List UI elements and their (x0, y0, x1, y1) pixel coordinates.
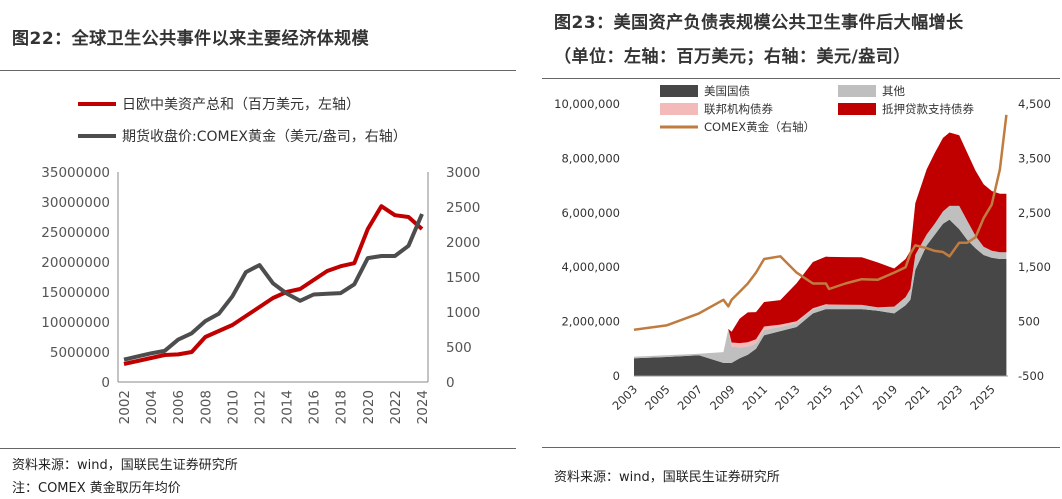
legend-swatch (660, 85, 698, 97)
x-tick-label: 2011 (740, 382, 771, 413)
left-y-tick-label: 15000000 (41, 285, 110, 301)
legend-label: COMEX黄金（右轴） (704, 120, 815, 134)
left-y-tick-label: 6,000,000 (561, 206, 620, 220)
x-tick-label: 2023 (935, 382, 966, 413)
left-y-tick-label: 35000000 (41, 165, 110, 181)
x-tick-label: 2013 (772, 382, 803, 413)
right-figure-title-line1: 图23：美国资产负债表规模公共卫生事件后大幅增长 (554, 13, 964, 33)
x-tick-label: 2003 (610, 382, 641, 413)
left-y-tick-label: 4,000,000 (561, 260, 620, 274)
right-figure-title-line2: （单位：左轴：百万美元；右轴：美元/盎司） (554, 47, 911, 67)
left-y-tick-label: 2,000,000 (561, 315, 620, 329)
x-tick-label: 2004 (144, 390, 160, 424)
x-tick-label: 2016 (307, 390, 323, 424)
right-title-rule (542, 78, 1060, 79)
left-y-tick-label: 10,000,000 (554, 97, 620, 111)
x-tick-label: 2019 (870, 382, 901, 413)
x-tick-label: 2012 (252, 390, 268, 424)
x-tick-label: 2025 (967, 382, 998, 413)
x-tick-label: 2018 (334, 390, 350, 424)
legend-swatch (838, 85, 876, 97)
legend-label: 日欧中美资产总和（百万美元，左轴） (122, 97, 360, 113)
x-tick-label: 2021 (902, 382, 933, 413)
right-y-tick-label: 2500 (446, 200, 480, 216)
x-tick-label: 2008 (198, 390, 214, 424)
left-figure-panel: 图22：全球卫生公共事件以来主要经济体规模 0 5000000 10000000 15… (0, 0, 520, 499)
left-y-tick-label: 8,000,000 (561, 151, 620, 165)
comex-gold-line (123, 213, 424, 362)
x-tick-label: 2020 (361, 390, 377, 424)
right-y-tick-label: 2,500 (1018, 206, 1051, 220)
left-figure-title: 图22：全球卫生公共事件以来主要经济体规模 (12, 29, 370, 49)
legend-label: 联邦机构债券 (704, 102, 773, 116)
left-y-tick-label: 20000000 (41, 255, 110, 271)
x-tick-label: 2005 (642, 382, 673, 413)
right-source-rule (542, 447, 1060, 448)
left-y-tick-label: 25000000 (41, 225, 110, 241)
left-y-tick-label: 5000000 (50, 345, 110, 361)
left-title-rule (0, 70, 516, 71)
right-y-tick-label: 500 (446, 340, 472, 356)
x-tick-label: 2024 (415, 390, 431, 424)
left-source-rule (0, 448, 516, 449)
x-tick-label: 2010 (225, 390, 241, 424)
right-y-tick-label: 1500 (446, 270, 480, 286)
right-y-tick-label: 0 (446, 375, 455, 391)
legend-swatch (660, 103, 698, 115)
x-tick-label: 2022 (388, 390, 404, 424)
comex-gold-line (633, 114, 1008, 332)
right-y-tick-label: 1,500 (1018, 260, 1051, 274)
left-y-tick-label: 0 (613, 369, 620, 383)
left-source-text: 资料来源：wind，国联民生证券研究所 (12, 458, 238, 473)
right-figure-panel: 图23：美国资产负债表规模公共卫生事件后大幅增长 （单位：左轴：百万美元；右轴：… (542, 0, 1062, 499)
right-source-text: 资料来源：wind，国联民生证券研究所 (554, 470, 780, 485)
x-tick-label: 2014 (280, 390, 296, 424)
legend-swatch (838, 103, 876, 115)
legend-label: 抵押贷款支持债券 (882, 102, 974, 116)
legend-label: 美国国债 (704, 84, 750, 98)
x-tick-label: 2002 (117, 390, 133, 424)
x-tick-label: 2015 (805, 382, 836, 413)
right-chart: 0 2,000,000 4,000,000 6,000,000 8,000,000 10,… (554, 84, 1051, 413)
left-y-tick-label: 30000000 (41, 195, 110, 211)
right-y-tick-label: 500 (1018, 315, 1040, 329)
left-note-text: 注：COMEX 黄金取历年均价 (12, 481, 181, 496)
x-tick-label: 2007 (675, 382, 706, 413)
left-y-tick-label: 0 (101, 375, 110, 391)
right-y-tick-label: 1000 (446, 305, 480, 321)
right-y-tick-label: 3,500 (1018, 151, 1051, 165)
legend-label: 其他 (882, 84, 905, 98)
left-chart: 0 5000000 10000000 15000000 20000000 25000000… (41, 97, 480, 424)
left-y-tick-label: 10000000 (41, 315, 110, 331)
assets-total-line (123, 204, 424, 366)
right-y-tick-label: 4,500 (1018, 97, 1051, 111)
right-y-tick-label: 2000 (446, 235, 480, 251)
x-tick-label: 2009 (707, 382, 738, 413)
treasury-area (634, 219, 1007, 376)
right-y-tick-label: 3000 (446, 165, 480, 181)
right-y-tick-label: -500 (1018, 369, 1044, 383)
x-tick-label: 2006 (171, 390, 187, 424)
x-tick-label: 2017 (837, 382, 868, 413)
legend-label: 期货收盘价:COMEX黄金（美元/盎司，右轴） (122, 128, 407, 145)
